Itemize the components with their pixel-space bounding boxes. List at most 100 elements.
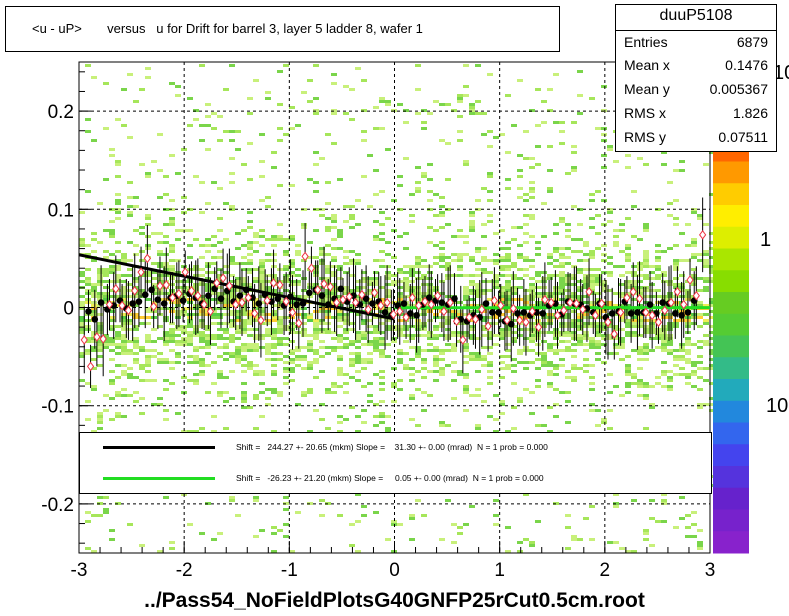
heatmap-cell	[649, 277, 655, 280]
heatmap-cell	[307, 295, 313, 298]
heatmap-cell	[469, 328, 475, 331]
heatmap-cell	[433, 358, 439, 361]
heatmap-cell	[313, 151, 319, 154]
data-point-diamond	[572, 298, 581, 309]
color-scale-cell	[713, 466, 749, 489]
heatmap-cell	[529, 181, 535, 184]
data-point-diamond	[616, 307, 625, 318]
heatmap-cell	[559, 274, 565, 277]
heatmap-cell	[379, 265, 385, 268]
heatmap-cell	[529, 259, 535, 262]
heatmap-cell	[157, 253, 163, 256]
heatmap-cell	[517, 277, 523, 280]
heatmap-cell	[115, 259, 121, 262]
heatmap-cell	[307, 346, 313, 349]
heatmap-cell	[421, 172, 427, 175]
heatmap-cell	[253, 280, 259, 283]
heatmap-cell	[553, 403, 559, 406]
heatmap-cell	[247, 268, 253, 271]
heatmap-cell	[493, 286, 499, 289]
heatmap-cell	[475, 370, 481, 373]
heatmap-cell	[409, 220, 415, 223]
data-point-diamond	[433, 290, 442, 301]
heatmap-cell	[151, 262, 157, 265]
heatmap-cell	[301, 322, 307, 325]
heatmap-cell	[211, 256, 217, 259]
heatmap-cell	[187, 298, 193, 301]
heatmap-cell	[511, 319, 517, 322]
heatmap-cell	[229, 325, 235, 328]
heatmap-cell	[271, 532, 277, 535]
heatmap-cell	[577, 325, 583, 328]
heatmap-cell	[355, 370, 361, 373]
heatmap-cell	[211, 415, 217, 418]
heatmap-cell	[199, 181, 205, 184]
heatmap-cell	[247, 328, 253, 331]
heatmap-cell	[697, 544, 703, 547]
heatmap-cell	[91, 310, 97, 313]
heatmap-cell	[313, 229, 319, 232]
heatmap-cell	[577, 280, 583, 283]
heatmap-cell	[553, 247, 559, 250]
heatmap-cell	[601, 325, 607, 328]
heatmap-cell	[523, 268, 529, 271]
heatmap-cell	[421, 175, 427, 178]
heatmap-cell	[697, 316, 703, 319]
heatmap-cell	[553, 352, 559, 355]
heatmap-cell	[703, 259, 709, 262]
heatmap-cell	[169, 349, 175, 352]
heatmap-cell	[595, 280, 601, 283]
heatmap-cell	[103, 292, 109, 295]
heatmap-cell	[121, 394, 127, 397]
heatmap-cell	[691, 523, 697, 526]
heatmap-cell	[97, 274, 103, 277]
heatmap-cell	[487, 130, 493, 133]
heatmap-cell	[535, 337, 541, 340]
heatmap-cell	[313, 334, 319, 337]
heatmap-cell	[169, 307, 175, 310]
heatmap-cell	[211, 322, 217, 325]
heatmap-cell	[253, 373, 259, 376]
heatmap-cell	[415, 355, 421, 358]
heatmap-cell	[505, 253, 511, 256]
heatmap-cell	[703, 262, 709, 265]
heatmap-cell	[151, 355, 157, 358]
heatmap-cell	[511, 364, 517, 367]
heatmap-cell	[709, 484, 715, 487]
heatmap-cell	[673, 217, 679, 220]
heatmap-cell	[511, 358, 517, 361]
heatmap-cell	[145, 307, 151, 310]
heatmap-cell	[403, 340, 409, 343]
data-point	[520, 309, 528, 316]
heatmap-cell	[391, 256, 397, 259]
heatmap-cell	[79, 301, 85, 304]
heatmap-cell	[691, 241, 697, 244]
heatmap-cell	[241, 394, 247, 397]
heatmap-cell	[133, 358, 139, 361]
heatmap-cell	[217, 316, 223, 319]
heatmap-cell	[121, 253, 127, 256]
heatmap-cell	[475, 427, 481, 430]
heatmap-cell	[361, 367, 367, 370]
heatmap-cell	[511, 382, 517, 385]
heatmap-cell	[295, 355, 301, 358]
heatmap-cell	[259, 244, 265, 247]
x-tick-label: 3	[705, 560, 716, 581]
heatmap-cell	[241, 355, 247, 358]
heatmap-cell	[631, 205, 637, 208]
heatmap-cell	[475, 112, 481, 115]
heatmap-cell	[169, 274, 175, 277]
heatmap-cell	[127, 319, 133, 322]
heatmap-cell	[571, 250, 577, 253]
heatmap-cell	[673, 301, 679, 304]
heatmap-cell	[241, 358, 247, 361]
heatmap-cell	[109, 289, 115, 292]
heatmap-cell	[193, 238, 199, 241]
heatmap-cell	[169, 244, 175, 247]
heatmap-cell	[475, 262, 481, 265]
heatmap-cell	[373, 220, 379, 223]
heatmap-cell	[265, 343, 271, 346]
heatmap-cell	[379, 211, 385, 214]
heatmap-cell	[463, 94, 469, 97]
heatmap-cell	[457, 265, 463, 268]
